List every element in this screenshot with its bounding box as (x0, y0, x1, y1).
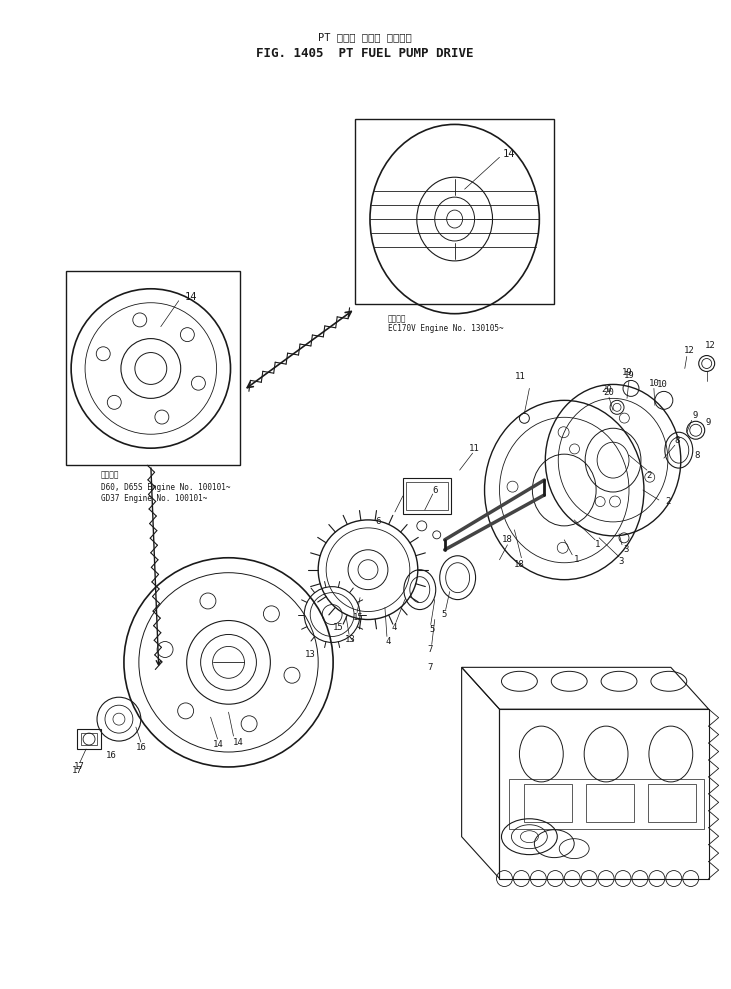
Text: 20: 20 (602, 385, 613, 394)
Bar (510, 779, 704, 829)
Text: 7: 7 (427, 645, 433, 654)
Text: 8: 8 (694, 451, 700, 460)
Bar (355, 120, 554, 304)
Text: 14: 14 (213, 740, 224, 749)
Text: 2: 2 (665, 497, 670, 506)
Text: 8: 8 (674, 436, 680, 445)
Text: D60, D65S Engine No. 100101~: D60, D65S Engine No. 100101~ (101, 483, 230, 492)
Bar (77, 729, 101, 749)
Text: 13: 13 (345, 635, 355, 644)
Text: 9: 9 (705, 417, 711, 427)
Text: 1: 1 (594, 540, 600, 549)
Text: 15: 15 (352, 613, 363, 622)
Text: 12: 12 (683, 346, 694, 355)
Text: 17: 17 (74, 763, 85, 771)
Text: GD37 Engine No. 100101~: GD37 Engine No. 100101~ (101, 494, 208, 503)
Text: 19: 19 (624, 371, 635, 380)
Text: 12: 12 (705, 341, 716, 350)
Text: 18: 18 (514, 560, 525, 570)
Text: 14: 14 (184, 292, 197, 302)
Text: 15: 15 (333, 623, 344, 632)
Text: EC170V Engine No. 130105~: EC170V Engine No. 130105~ (388, 324, 504, 333)
Text: 4: 4 (385, 637, 390, 646)
Bar (524, 784, 572, 822)
Bar (648, 784, 696, 822)
Text: 3: 3 (618, 557, 624, 567)
Text: 9: 9 (692, 410, 697, 419)
Text: FIG. 1405  PT FUEL PUMP DRIVE: FIG. 1405 PT FUEL PUMP DRIVE (257, 47, 474, 60)
Bar (66, 271, 240, 465)
Text: 17: 17 (72, 766, 83, 775)
Text: 5: 5 (441, 610, 447, 619)
Text: 16: 16 (135, 743, 146, 752)
Bar (406, 482, 447, 510)
Bar (403, 478, 451, 514)
Text: 6: 6 (432, 486, 437, 494)
Text: PT フェル ポンプ ドライブ: PT フェル ポンプ ドライブ (318, 32, 412, 42)
Text: 19: 19 (621, 368, 632, 377)
Text: 6: 6 (375, 517, 381, 526)
Text: 2: 2 (646, 471, 651, 480)
Text: 11: 11 (469, 444, 480, 453)
Text: 14: 14 (233, 738, 244, 747)
Text: 1: 1 (574, 555, 579, 565)
Text: 7: 7 (427, 663, 433, 672)
Text: 10: 10 (648, 379, 659, 388)
Text: 14: 14 (503, 149, 515, 159)
Text: 16: 16 (105, 751, 116, 760)
Text: 11: 11 (515, 372, 526, 381)
Text: 4: 4 (391, 623, 397, 632)
Text: 20: 20 (604, 388, 615, 397)
Text: 適用番号: 適用番号 (101, 471, 119, 480)
Bar (81, 733, 97, 745)
Text: 18: 18 (502, 535, 513, 544)
Text: 5: 5 (429, 625, 434, 634)
Text: 13: 13 (305, 650, 316, 659)
Text: 適用番号: 適用番号 (388, 315, 406, 323)
Text: 10: 10 (656, 380, 667, 389)
Bar (586, 784, 634, 822)
Text: 3: 3 (624, 545, 629, 554)
